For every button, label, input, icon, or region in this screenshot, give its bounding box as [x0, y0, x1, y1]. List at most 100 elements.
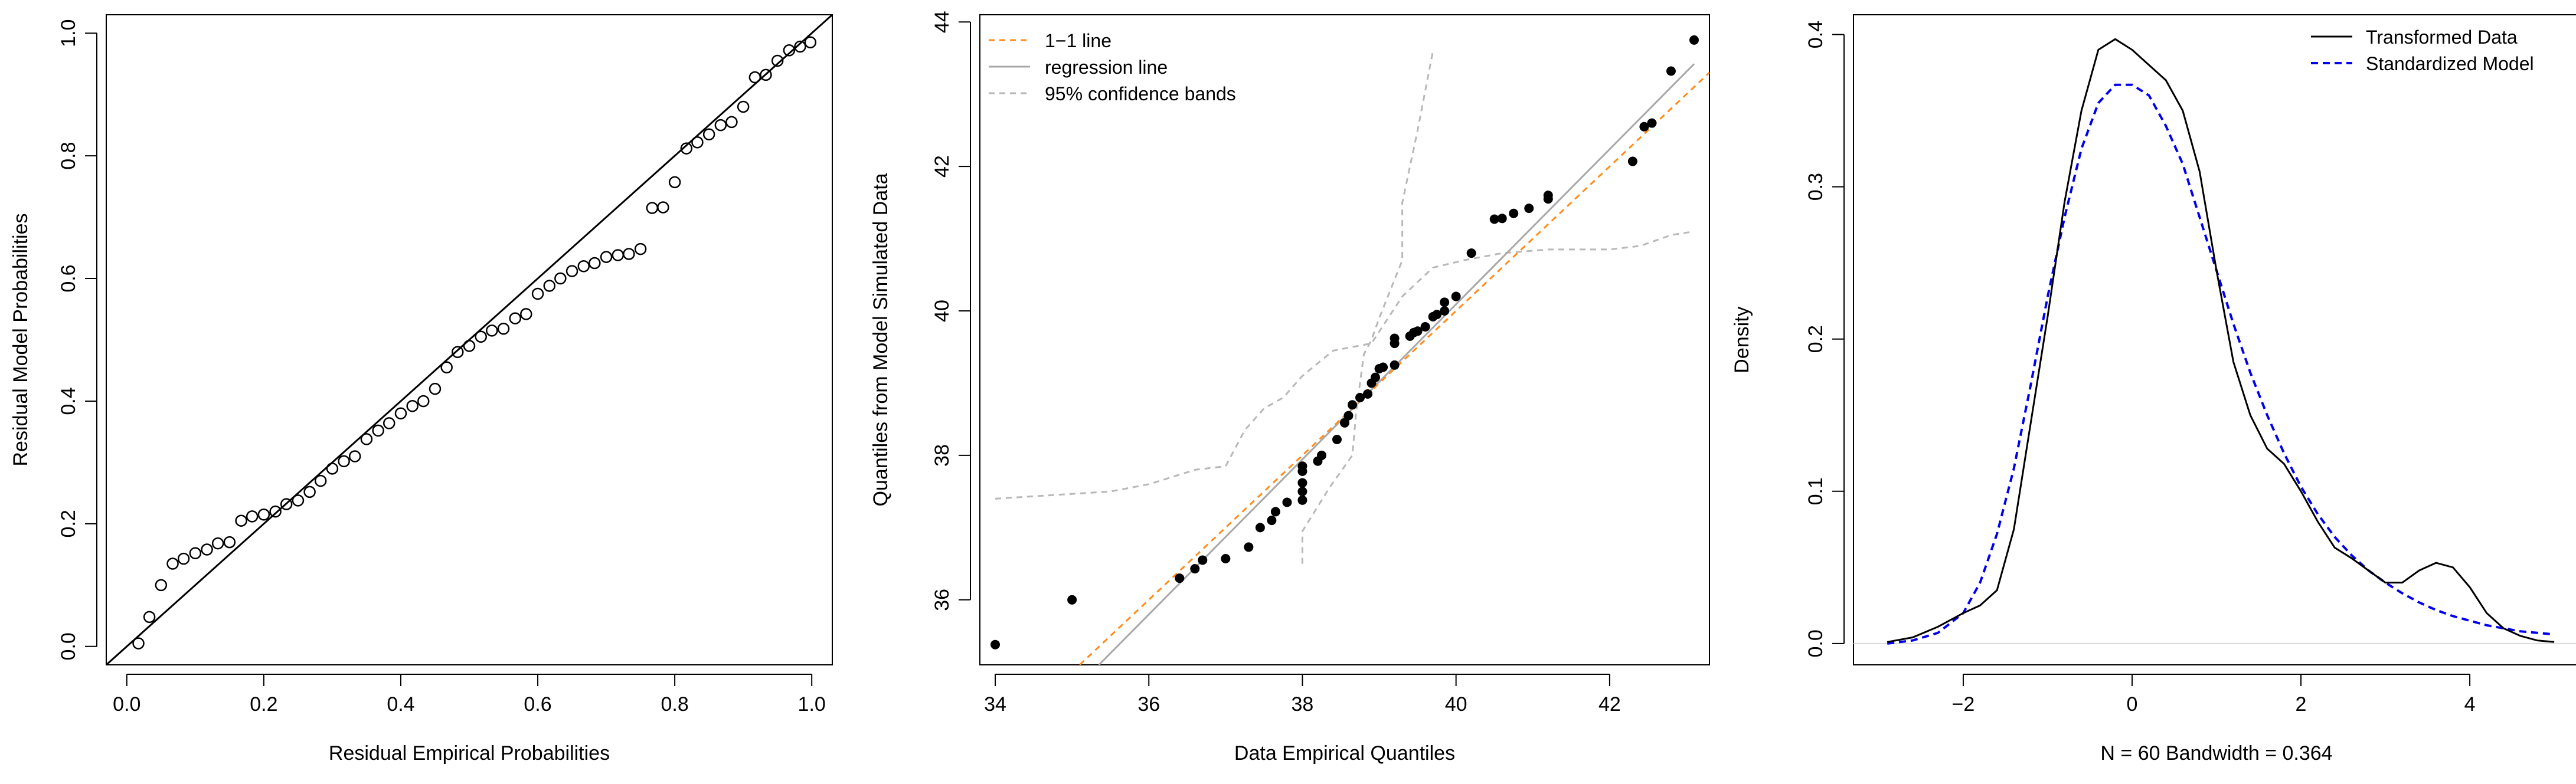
pp-point — [177, 552, 190, 565]
pp-y-tick-label: 0.4 — [57, 387, 80, 415]
qq-point — [1647, 118, 1657, 128]
pp-point — [520, 308, 532, 320]
qq-x-axis-label: Data Empirical Quantiles — [1234, 742, 1455, 765]
qq-identity-line — [1078, 71, 1709, 665]
pp-point — [497, 323, 510, 335]
qq-y-tick-label: 44 — [931, 11, 953, 33]
pp-point — [326, 462, 339, 475]
pp-x-tick-label: 0.4 — [387, 693, 414, 716]
qq-point — [1340, 418, 1349, 428]
pp-point — [783, 44, 796, 57]
pp-point — [348, 450, 361, 462]
qq-point — [1466, 248, 1476, 258]
pp-point — [143, 611, 156, 624]
qq-point — [1348, 400, 1358, 410]
pp-x-tick-label: 0.8 — [661, 693, 688, 716]
pp-point — [314, 474, 327, 487]
pp-point — [565, 265, 578, 277]
density-data-curve — [1887, 38, 2555, 643]
qq-x-tick-label: 42 — [1598, 693, 1621, 716]
pp-point — [155, 579, 168, 592]
pp-point — [612, 249, 625, 261]
density-y-tick-label: 0.3 — [1804, 173, 1827, 201]
density-y-tick-label: 0.4 — [1804, 21, 1827, 48]
qq-point — [1297, 487, 1307, 497]
qq-point — [1689, 35, 1699, 45]
density-x-tick-label: 2 — [2296, 693, 2307, 716]
pp-point — [748, 71, 761, 84]
pp-point — [394, 407, 407, 420]
qq-point — [1524, 204, 1534, 214]
qq-x-tick-label: 36 — [1137, 693, 1160, 716]
qq-point — [1543, 191, 1553, 201]
pp-x-axis-label: Residual Empirical Probabilities — [329, 742, 610, 765]
pp-point — [657, 201, 669, 214]
pp-point — [531, 287, 544, 300]
pp-y-tick-label: 0.0 — [57, 632, 80, 660]
density-y-axis-label: Density — [1731, 306, 1753, 373]
qq-x-tick-label: 34 — [984, 693, 1006, 716]
qq-point — [1297, 461, 1307, 471]
qq-point — [1282, 497, 1292, 507]
pp-point — [600, 251, 613, 263]
pp-x-tick-label: 1.0 — [798, 693, 826, 716]
qq-point — [990, 639, 1001, 649]
pp-point — [589, 257, 601, 270]
pp-x-tick-label: 0.2 — [250, 693, 277, 716]
qq-point — [1509, 208, 1519, 218]
pp-point — [223, 536, 236, 549]
density-legend-label-model: Standardized Model — [2366, 53, 2534, 74]
qq-legend-label-bands: 95% confidence bands — [1045, 83, 1236, 104]
qq-point — [1371, 372, 1381, 382]
pp-point — [429, 382, 442, 395]
pp-point — [577, 260, 590, 273]
pp-plot-frame — [106, 14, 833, 665]
pp-point — [166, 557, 179, 570]
pp-point — [360, 433, 373, 445]
density-y-tick-label: 0.1 — [1804, 477, 1827, 505]
qq-point — [1175, 573, 1185, 583]
density-x-tick-label: 0 — [2127, 693, 2138, 716]
pp-point — [725, 116, 738, 129]
qq-y-tick-label: 38 — [931, 444, 953, 467]
qq-point — [1316, 450, 1326, 460]
qq-point — [1378, 362, 1388, 372]
qq-y-tick-label: 40 — [931, 300, 953, 322]
qq-point — [1497, 214, 1507, 224]
qq-point — [1639, 122, 1649, 132]
pp-point — [737, 100, 750, 113]
pp-point — [543, 280, 556, 292]
qq-point — [1413, 326, 1423, 336]
density-legend: Transformed Data Standardized Model — [2311, 27, 2534, 74]
pp-y-tick-label: 1.0 — [57, 19, 80, 47]
qq-plot-area — [990, 35, 1709, 665]
qq-point — [1332, 434, 1342, 444]
pp-y-tick-label: 0.8 — [57, 142, 80, 169]
density-x-tick-label: 4 — [2464, 693, 2476, 716]
density-y-tick-label: 0.0 — [1804, 629, 1827, 657]
pp-point — [246, 510, 259, 523]
qq-y-tick-label: 42 — [931, 155, 953, 178]
density-model-curve — [1887, 83, 2555, 645]
qq-upper-confidence-band — [1301, 50, 1434, 564]
density-x-tick-label: −2 — [1952, 693, 1975, 716]
qq-point — [1451, 291, 1461, 301]
pp-identity-line — [105, 14, 833, 666]
density-legend-label-data: Transformed Data — [2366, 27, 2518, 48]
pp-point — [794, 40, 806, 53]
pp-point — [269, 505, 282, 518]
pp-point — [201, 543, 213, 556]
pp-point — [406, 400, 419, 412]
pp-y-tick-label: 0.6 — [57, 264, 80, 292]
pp-point — [440, 361, 453, 374]
qq-point — [1390, 360, 1400, 370]
qq-point — [1255, 523, 1265, 533]
qq-point — [1221, 554, 1231, 564]
qq-legend: 1−1 line regression line 95% confidence … — [989, 30, 1236, 104]
qq-x-tick-label: 40 — [1445, 693, 1467, 716]
qq-point — [1190, 564, 1200, 574]
pp-point — [280, 498, 293, 510]
pp-point — [211, 537, 224, 550]
pp-point — [646, 202, 659, 214]
